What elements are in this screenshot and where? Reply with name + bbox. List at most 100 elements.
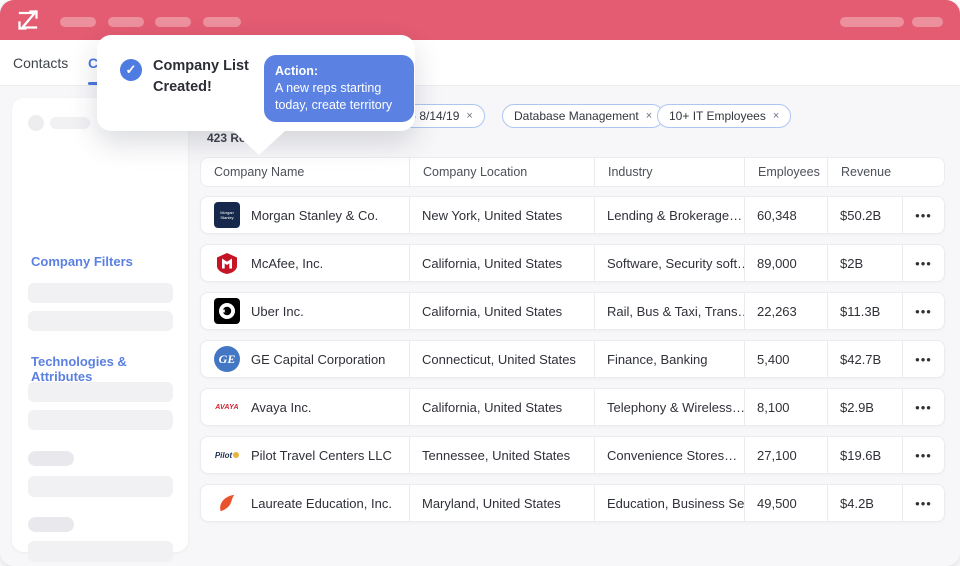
- tab-contacts[interactable]: Contacts: [13, 40, 68, 85]
- toast-title: Company List Created!: [153, 56, 249, 98]
- company-location: New York, United States: [409, 197, 594, 233]
- row-actions-cell: •••: [902, 437, 944, 473]
- zoominfo-logo-icon[interactable]: [16, 8, 40, 32]
- company-logo-cell: [201, 293, 249, 329]
- company-revenue: $2.9B: [827, 389, 902, 425]
- row-menu-button[interactable]: •••: [915, 255, 932, 271]
- company-revenue: $19.6B: [827, 437, 902, 473]
- column-header-company-name[interactable]: Company Name: [214, 165, 305, 179]
- table-row[interactable]: GE GE Capital Corporation Connecticut, U…: [200, 340, 945, 378]
- sidebar-filter-placeholder: [28, 283, 173, 303]
- sidebar-label-placeholder: [28, 451, 74, 466]
- row-menu-button[interactable]: •••: [915, 303, 932, 319]
- company-employees: 60,348: [744, 197, 827, 233]
- sidebar-avatar-placeholder: [28, 115, 44, 131]
- nav-placeholder-pill-right: [840, 17, 904, 27]
- table-row[interactable]: Laureate Education, Inc. Maryland, Unite…: [200, 484, 945, 522]
- nav-placeholder-pill: [203, 17, 241, 27]
- column-header-revenue[interactable]: Revenue: [827, 158, 902, 186]
- sidebar-filter-placeholder: [28, 476, 173, 497]
- table-row[interactable]: McAfee, Inc. California, United States S…: [200, 244, 945, 282]
- company-revenue: $2B: [827, 245, 902, 281]
- company-revenue: $50.2B: [827, 197, 902, 233]
- logo-text: GE: [218, 351, 236, 366]
- row-actions-cell: •••: [902, 389, 944, 425]
- company-name[interactable]: Pilot Travel Centers LLC: [251, 447, 392, 463]
- company-employees: 89,000: [744, 245, 827, 281]
- company-employees: 5,400: [744, 341, 827, 377]
- avaya-logo-icon: AVAYA: [214, 394, 240, 420]
- morgan-stanley-logo-icon: Morgan Stanley: [214, 202, 240, 228]
- top-nav-bar: [0, 0, 960, 40]
- company-location: California, United States: [409, 245, 594, 281]
- table-row[interactable]: Morgan Stanley Morgan Stanley & Co. New …: [200, 196, 945, 234]
- company-name[interactable]: Morgan Stanley & Co.: [251, 207, 379, 223]
- row-menu-button[interactable]: •••: [915, 399, 932, 415]
- company-employees: 8,100: [744, 389, 827, 425]
- company-industry: Rail, Bus & Taxi, Trans…: [594, 293, 744, 329]
- sidebar-title-placeholder: [50, 117, 90, 129]
- filter-chip-database-management[interactable]: Database Management ×: [502, 104, 665, 128]
- company-location: California, United States: [409, 389, 594, 425]
- table-row[interactable]: AVAYA Avaya Inc. California, United Stat…: [200, 388, 945, 426]
- row-menu-button[interactable]: •••: [915, 351, 932, 367]
- company-employees: 22,263: [744, 293, 827, 329]
- row-actions-cell: •••: [902, 485, 944, 521]
- sidebar-filter-placeholder: [28, 410, 173, 430]
- company-industry: Convenience Stores…: [594, 437, 744, 473]
- chip-remove-icon[interactable]: ×: [466, 110, 473, 122]
- ge-logo-icon: GE: [214, 346, 240, 372]
- sidebar-filter-placeholder: [28, 382, 173, 402]
- column-header-employees[interactable]: Employees: [744, 158, 827, 186]
- column-header-industry[interactable]: Industry: [594, 158, 744, 186]
- row-actions-cell: •••: [902, 245, 944, 281]
- sidebar-link-company-filters[interactable]: Company Filters: [31, 254, 133, 269]
- company-logo-cell: Pilot: [201, 437, 249, 473]
- company-logo-cell: [201, 485, 249, 521]
- company-name[interactable]: Avaya Inc.: [251, 399, 312, 415]
- company-name[interactable]: Laureate Education, Inc.: [251, 495, 392, 511]
- company-industry: Telephony & Wireless…: [594, 389, 744, 425]
- company-industry: Software, Security soft…: [594, 245, 744, 281]
- company-name[interactable]: McAfee, Inc.: [251, 255, 324, 271]
- chip-remove-icon[interactable]: ×: [645, 110, 653, 122]
- toast-title-line1: Company List: [153, 58, 249, 74]
- action-bubble-text: A new reps starting today, create territ…: [275, 81, 393, 112]
- company-location: Connecticut, United States: [409, 341, 594, 377]
- table-row[interactable]: Uber Inc. California, United States Rail…: [200, 292, 945, 330]
- company-list-created-toast: ✓ Company List Created! Action: A new re…: [97, 35, 415, 155]
- company-employees: 49,500: [744, 485, 827, 521]
- nav-placeholder-pill-right: [912, 17, 943, 27]
- company-industry: Finance, Banking: [594, 341, 744, 377]
- column-header-actions: [902, 158, 944, 186]
- company-location: Maryland, United States: [409, 485, 594, 521]
- company-employees: 27,100: [744, 437, 827, 473]
- company-name[interactable]: GE Capital Corporation: [251, 351, 386, 367]
- table-row[interactable]: Pilot Pilot Travel Centers LLC Tennessee…: [200, 436, 945, 474]
- filter-chip-label: Database Management: [514, 109, 639, 123]
- company-revenue: $11.3B: [827, 293, 902, 329]
- company-location: California, United States: [409, 293, 594, 329]
- laureate-logo-icon: [214, 490, 240, 516]
- chip-remove-icon[interactable]: ×: [772, 110, 780, 122]
- action-bubble: Action: A new reps starting today, creat…: [264, 55, 414, 122]
- filters-sidebar: Company Filters Technologies & Attribute…: [12, 98, 188, 562]
- row-actions-cell: •••: [902, 293, 944, 329]
- row-actions-cell: •••: [902, 341, 944, 377]
- sidebar-link-technologies-attributes[interactable]: Technologies & Attributes: [31, 354, 127, 384]
- nav-placeholder-pill: [60, 17, 96, 27]
- row-menu-button[interactable]: •••: [915, 207, 932, 223]
- company-revenue: $4.2B: [827, 485, 902, 521]
- company-name[interactable]: Uber Inc.: [251, 303, 304, 319]
- company-industry: Lending & Brokerage…: [594, 197, 744, 233]
- company-industry: Education, Business Se…: [594, 485, 744, 521]
- filter-chip-it-employees[interactable]: 10+ IT Employees ×: [657, 104, 792, 128]
- check-circle-icon: ✓: [120, 59, 142, 81]
- action-bubble-label: Action:: [275, 64, 319, 78]
- logo-text: Pilot: [214, 450, 233, 460]
- column-header-company-location[interactable]: Company Location: [409, 158, 594, 186]
- row-menu-button[interactable]: •••: [915, 495, 932, 511]
- logo-text: AVAYA: [215, 403, 239, 411]
- row-menu-button[interactable]: •••: [915, 447, 932, 463]
